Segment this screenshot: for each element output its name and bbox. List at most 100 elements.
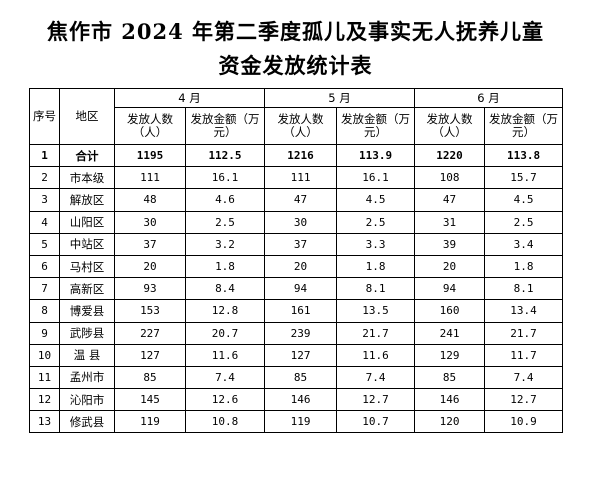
cell-people-5: 127 (264, 343, 338, 367)
table-row: 11 孟州市 85 7.4 85 7.4 85 7.4 (29, 365, 564, 390)
cell-people-5: 37 (264, 232, 338, 256)
table-row: 10 温 县 127 11.6 127 11.6 129 11.7 (29, 343, 564, 367)
cell-amount-4: 1.8 (184, 254, 266, 279)
cell-amount-6: 3.4 (484, 232, 564, 256)
cell-seq: 5 (29, 232, 60, 256)
cell-amount-4: 11.6 (184, 343, 266, 367)
header-amount-4: 发放金额（万元） (184, 107, 266, 145)
table-row: 8 博爱县 153 12.8 161 13.5 160 13.4 (29, 299, 564, 323)
cell-people-6: 1220 (414, 143, 486, 168)
cell-seq: 8 (29, 299, 60, 323)
header-month-5: 5 月 (264, 88, 416, 108)
table-row: 7 高新区 93 8.4 94 8.1 94 8.1 (29, 277, 564, 301)
cell-people-4: 119 (114, 410, 186, 434)
cell-area: 马村区 (59, 254, 115, 279)
header-month-4: 4 月 (113, 88, 266, 108)
cell-people-4: 1195 (114, 143, 186, 168)
cell-amount-5: 12.7 (336, 388, 416, 412)
cell-people-4: 111 (114, 166, 186, 190)
header-people-6: 发放人数（人） (414, 107, 486, 145)
cell-amount-6: 7.4 (484, 365, 564, 390)
page-subtitle: 资金发放统计表 (218, 53, 373, 78)
cell-area: 孟州市 (59, 365, 115, 390)
table-row: 1 合计 1195 112.5 1216 113.9 1220 113.8 (29, 143, 564, 168)
cell-area: 修武县 (59, 410, 115, 434)
cell-people-6: 129 (414, 343, 486, 367)
cell-area: 解放区 (59, 188, 115, 212)
cell-people-6: 39 (414, 232, 486, 256)
cell-people-6: 108 (414, 166, 486, 190)
cell-people-4: 145 (114, 388, 186, 412)
cell-amount-6: 13.4 (484, 299, 564, 323)
cell-people-6: 94 (414, 277, 486, 301)
cell-seq: 13 (29, 410, 60, 434)
page-title: 焦作市 2024 年第二季度孤儿及事实无人抚养儿童 (46, 19, 545, 44)
cell-amount-5: 3.3 (336, 232, 416, 256)
cell-area: 山阳区 (59, 210, 115, 234)
table-row: 9 武陟县 227 20.7 239 21.7 241 21.7 (29, 321, 564, 345)
cell-people-5: 119 (264, 410, 338, 434)
cell-amount-6: 113.8 (484, 143, 564, 168)
cell-area: 沁阳市 (59, 388, 115, 412)
cell-seq: 3 (29, 188, 60, 212)
cell-seq: 9 (29, 321, 60, 345)
cell-amount-5: 21.7 (336, 321, 416, 345)
header-amount-6: 发放金额（万元） (484, 107, 564, 145)
header-area: 地区 (59, 88, 115, 145)
cell-amount-6: 10.9 (484, 410, 564, 434)
cell-amount-4: 2.5 (184, 210, 266, 234)
table-row: 12 沁阳市 145 12.6 146 12.7 146 12.7 (29, 388, 564, 412)
cell-people-4: 127 (114, 343, 186, 367)
cell-people-6: 20 (414, 254, 486, 279)
cell-amount-6: 8.1 (484, 277, 564, 301)
cell-amount-4: 12.6 (184, 388, 266, 412)
cell-amount-4: 8.4 (184, 277, 266, 301)
table-row: 4 山阳区 30 2.5 30 2.5 31 2.5 (29, 210, 564, 234)
cell-amount-4: 3.2 (184, 232, 266, 256)
table-row: 13 修武县 119 10.8 119 10.7 120 10.9 (29, 410, 564, 434)
header-month-6: 6 月 (414, 88, 564, 108)
cell-people-4: 37 (114, 232, 186, 256)
header-people-5: 发放人数（人） (264, 107, 338, 145)
cell-people-5: 161 (264, 299, 338, 323)
cell-amount-6: 2.5 (484, 210, 564, 234)
cell-people-5: 30 (264, 210, 338, 234)
cell-amount-5: 1.8 (336, 254, 416, 279)
cell-seq: 6 (29, 254, 60, 279)
cell-amount-5: 10.7 (336, 410, 416, 434)
cell-people-5: 1216 (264, 143, 338, 168)
cell-seq: 12 (29, 388, 60, 412)
table-body: 1 合计 1195 112.5 1216 113.9 1220 113.8 2 市本级 111 16.… (29, 143, 564, 434)
cell-amount-6: 15.7 (484, 166, 564, 190)
cell-people-4: 93 (114, 277, 186, 301)
cell-people-6: 47 (414, 188, 486, 212)
cell-seq: 4 (29, 210, 60, 234)
cell-area: 高新区 (59, 277, 115, 301)
table-row: 6 马村区 20 1.8 20 1.8 20 1.8 (29, 254, 564, 279)
cell-area: 市本级 (59, 166, 115, 190)
cell-amount-5: 113.9 (336, 143, 416, 168)
header-amount-5: 发放金额（万元） (336, 107, 416, 145)
cell-amount-6: 1.8 (484, 254, 564, 279)
cell-amount-4: 20.7 (184, 321, 266, 345)
cell-people-5: 20 (264, 254, 338, 279)
cell-people-4: 30 (114, 210, 186, 234)
statistics-table: 序号 地区 4 月 5 月 6 月 发放人数（人） 发放金额（万元） 发放人数（… (29, 88, 564, 434)
cell-seq: 7 (29, 277, 60, 301)
cell-people-4: 20 (114, 254, 186, 279)
cell-people-4: 153 (114, 299, 186, 323)
cell-people-6: 146 (414, 388, 486, 412)
cell-people-5: 94 (264, 277, 338, 301)
table-row: 5 中站区 37 3.2 37 3.3 39 3.4 (29, 232, 564, 256)
cell-area: 武陟县 (59, 321, 115, 345)
cell-seq: 1 (29, 143, 60, 168)
cell-area: 博爱县 (59, 299, 115, 323)
cell-people-5: 85 (264, 365, 338, 390)
cell-amount-4: 16.1 (184, 166, 266, 190)
cell-amount-6: 4.5 (484, 188, 564, 212)
cell-amount-4: 4.6 (184, 188, 266, 212)
cell-people-5: 47 (264, 188, 338, 212)
cell-people-6: 120 (414, 410, 486, 434)
cell-seq: 10 (29, 343, 60, 367)
cell-people-4: 48 (114, 188, 186, 212)
